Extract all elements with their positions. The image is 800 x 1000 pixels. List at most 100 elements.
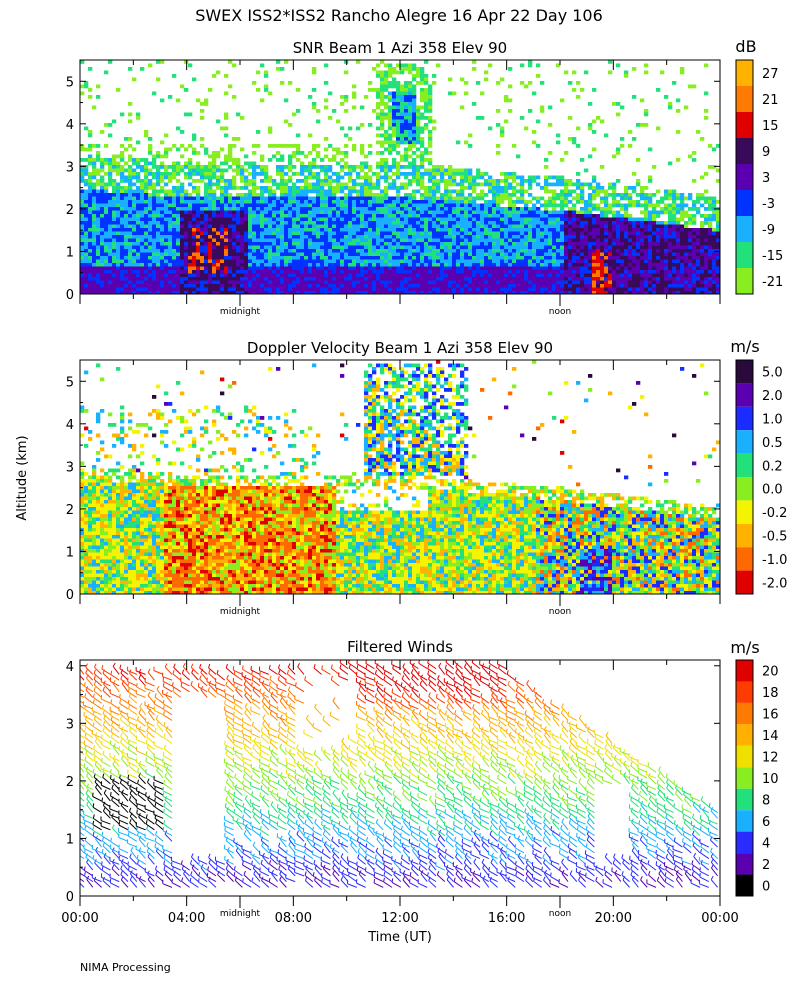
heatmap-cell [484, 249, 489, 253]
heatmap-cell [360, 165, 365, 169]
heatmap-cell [272, 214, 277, 218]
heatmap-cell [204, 147, 209, 152]
heatmap-cell [520, 81, 525, 85]
heatmap-cell [252, 273, 257, 278]
heatmap-cell [104, 245, 109, 250]
heatmap-cell [176, 168, 181, 173]
heatmap-cell [416, 263, 421, 267]
heatmap-cell [292, 224, 297, 229]
heatmap-cell [424, 214, 429, 218]
heatmap-cell [220, 186, 225, 190]
heatmap-cell [500, 252, 505, 257]
heatmap-cell [392, 77, 397, 82]
heatmap-cell [404, 217, 409, 222]
heatmap-cell [272, 259, 277, 264]
heatmap-cell [412, 172, 417, 176]
heatmap-cell [92, 284, 97, 288]
heatmap-cell [148, 203, 153, 208]
heatmap-cell [120, 196, 125, 201]
heatmap-cell [120, 168, 125, 173]
heatmap-cell [340, 200, 345, 204]
heatmap-cell [352, 273, 357, 278]
heatmap-cell [388, 207, 393, 211]
heatmap-cell [444, 221, 449, 225]
heatmap-cell [108, 133, 113, 138]
heatmap-cell [392, 165, 397, 169]
heatmap-cell [348, 291, 353, 294]
heatmap-cell [96, 252, 101, 257]
heatmap-cell [184, 88, 189, 92]
heatmap-cell [192, 280, 197, 285]
heatmap-cell [552, 196, 557, 201]
heatmap-cell [584, 182, 589, 187]
heatmap-cell [292, 172, 297, 176]
heatmap-cell [368, 263, 373, 267]
heatmap-cell [496, 151, 501, 155]
heatmap-cell [84, 231, 89, 236]
heatmap-cell [392, 172, 397, 176]
heatmap-cell [276, 242, 281, 246]
heatmap-cell [380, 280, 385, 285]
heatmap-cell [284, 224, 289, 229]
heatmap-cell [376, 95, 381, 99]
heatmap-cell [236, 172, 241, 176]
heatmap-cell [420, 207, 425, 211]
heatmap-cell [152, 252, 157, 257]
heatmap-cell [344, 133, 349, 138]
heatmap-cell [568, 287, 573, 292]
heatmap-cell [392, 123, 397, 127]
heatmap-cell [108, 207, 113, 211]
heatmap-cell [408, 116, 413, 120]
heatmap-cell [480, 263, 485, 267]
heatmap-cell [420, 196, 425, 201]
heatmap-cell [572, 210, 577, 215]
heatmap-cell [512, 235, 517, 239]
heatmap-cell [480, 182, 485, 187]
heatmap-cell [440, 273, 445, 278]
heatmap-cell [392, 112, 397, 117]
heatmap-cell [256, 196, 261, 201]
heatmap-cell [572, 182, 577, 187]
heatmap-cell [360, 270, 365, 274]
heatmap-cell [456, 221, 461, 225]
heatmap-cell [124, 245, 129, 250]
heatmap-cell [144, 273, 149, 278]
heatmap-cell [564, 238, 569, 243]
heatmap-cell [176, 172, 181, 176]
heatmap-cell [228, 196, 233, 201]
heatmap-cell [396, 165, 401, 169]
heatmap-cell [468, 207, 473, 211]
heatmap-cell [484, 259, 489, 264]
heatmap-cell [376, 256, 381, 260]
heatmap-cell [408, 249, 413, 253]
heatmap-cell [496, 189, 501, 194]
heatmap-cell [272, 256, 277, 260]
heatmap-cell [376, 112, 381, 117]
heatmap-cell [420, 291, 425, 294]
heatmap-cell [520, 235, 525, 239]
heatmap-cell [468, 242, 473, 246]
heatmap-cell [288, 291, 293, 294]
heatmap-cell [384, 165, 389, 169]
heatmap-cell [188, 175, 193, 180]
heatmap-cell [236, 280, 241, 285]
heatmap-cell [260, 287, 265, 292]
heatmap-cell [120, 249, 125, 253]
heatmap-cell [248, 287, 253, 292]
heatmap-cell [428, 109, 433, 113]
heatmap-cell [544, 231, 549, 236]
heatmap-cell [460, 259, 465, 264]
heatmap-cell [232, 95, 237, 99]
heatmap-cell [196, 203, 201, 208]
heatmap-cell [308, 175, 313, 180]
heatmap-cell [84, 193, 89, 197]
heatmap-cell [476, 259, 481, 264]
heatmap-cell [576, 196, 581, 201]
heatmap-cell [128, 172, 133, 176]
heatmap-cell [388, 74, 393, 78]
heatmap-cell [296, 252, 301, 257]
heatmap-cell [500, 179, 505, 183]
heatmap-cell [348, 196, 353, 201]
heatmap-cell [472, 210, 477, 215]
heatmap-cell [488, 210, 493, 215]
